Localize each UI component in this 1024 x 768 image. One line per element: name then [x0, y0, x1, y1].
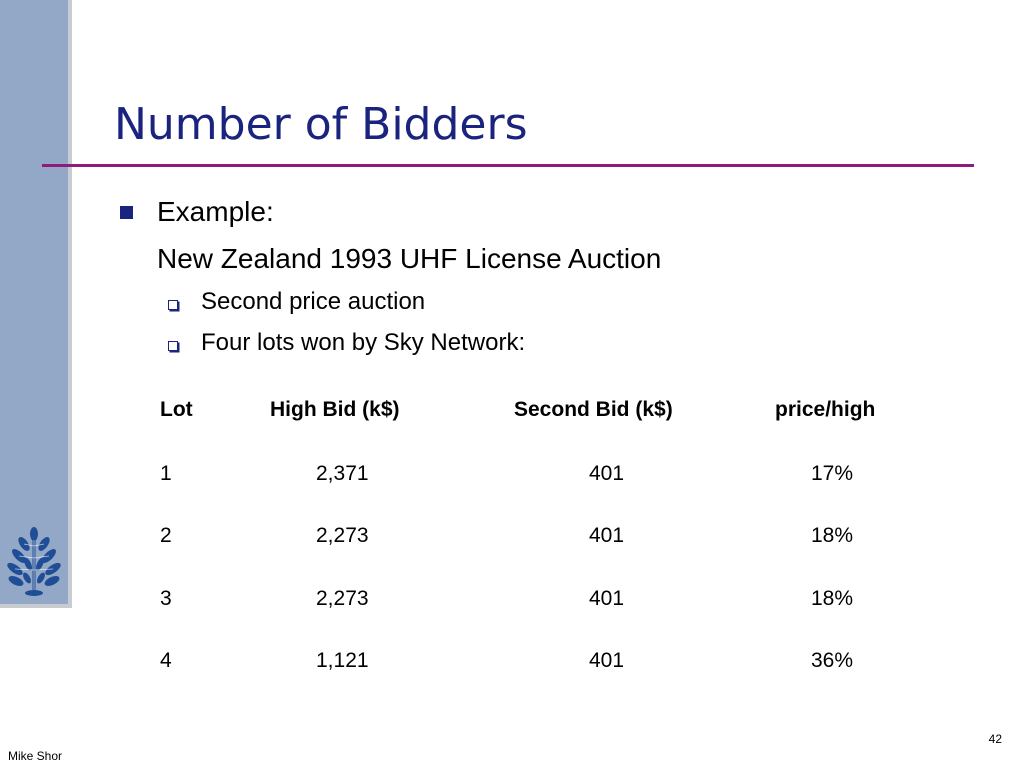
- table-cell-second-bid: 401: [589, 649, 625, 672]
- slide-title: Number of Bidders: [114, 99, 528, 150]
- table-cell-lot: 3: [160, 587, 172, 610]
- table-cell-second-bid: 401: [589, 587, 625, 610]
- table-cell-price-high: 18%: [811, 524, 854, 547]
- table-cell-lot: 1: [160, 462, 172, 485]
- table-cell-price-high: 17%: [811, 462, 854, 485]
- table-header-price-high: price/high: [775, 398, 876, 421]
- table-cell-price-high: 36%: [811, 649, 854, 672]
- table-header-high-bid: High Bid (k$): [270, 398, 400, 421]
- table-header-lot: Lot: [160, 398, 193, 421]
- table-cell-high-bid: 1,121: [316, 649, 369, 672]
- title-divider: [42, 164, 974, 167]
- hollow-square-bullet-icon: [168, 341, 178, 351]
- sub-bullet-text: Second price auction: [201, 288, 426, 315]
- oak-leaf-logo-icon: [7, 527, 61, 596]
- table-header-second-bid: Second Bid (k$): [514, 398, 673, 421]
- table-cell-price-high: 18%: [811, 587, 854, 610]
- table-cell-second-bid: 401: [589, 462, 625, 485]
- table-cell-high-bid: 2,273: [316, 524, 369, 547]
- table-cell-lot: 2: [160, 524, 172, 547]
- table-cell-lot: 4: [160, 649, 172, 672]
- footer-author: Mike Shor: [8, 749, 63, 763]
- table-cell-second-bid: 401: [589, 524, 625, 547]
- page-number: 42: [988, 732, 1002, 746]
- bullet-heading: Example:: [157, 196, 274, 227]
- table-cell-high-bid: 2,273: [316, 587, 369, 610]
- hollow-square-bullet-icon: [168, 300, 178, 310]
- sub-bullet-text: Four lots won by Sky Network:: [201, 329, 526, 356]
- square-bullet-icon: [120, 206, 133, 219]
- bullet-subheading: New Zealand 1993 UHF License Auction: [157, 243, 662, 274]
- sidebar: [0, 0, 68, 604]
- table-cell-high-bid: 2,371: [316, 462, 369, 485]
